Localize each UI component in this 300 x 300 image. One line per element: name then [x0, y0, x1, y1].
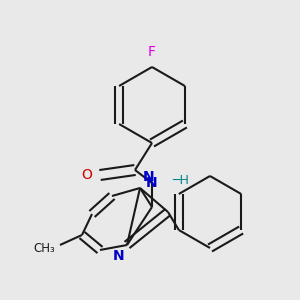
- Text: O: O: [81, 168, 92, 182]
- Text: F: F: [148, 45, 156, 59]
- Text: N: N: [143, 170, 154, 184]
- Text: N: N: [146, 176, 158, 190]
- Text: CH₃: CH₃: [33, 242, 55, 254]
- Text: ─H: ─H: [172, 175, 189, 188]
- Text: N: N: [112, 249, 124, 263]
